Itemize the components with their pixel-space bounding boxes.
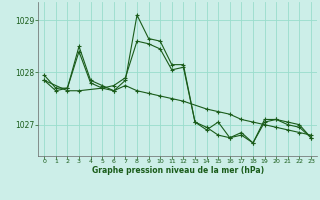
- X-axis label: Graphe pression niveau de la mer (hPa): Graphe pression niveau de la mer (hPa): [92, 166, 264, 175]
